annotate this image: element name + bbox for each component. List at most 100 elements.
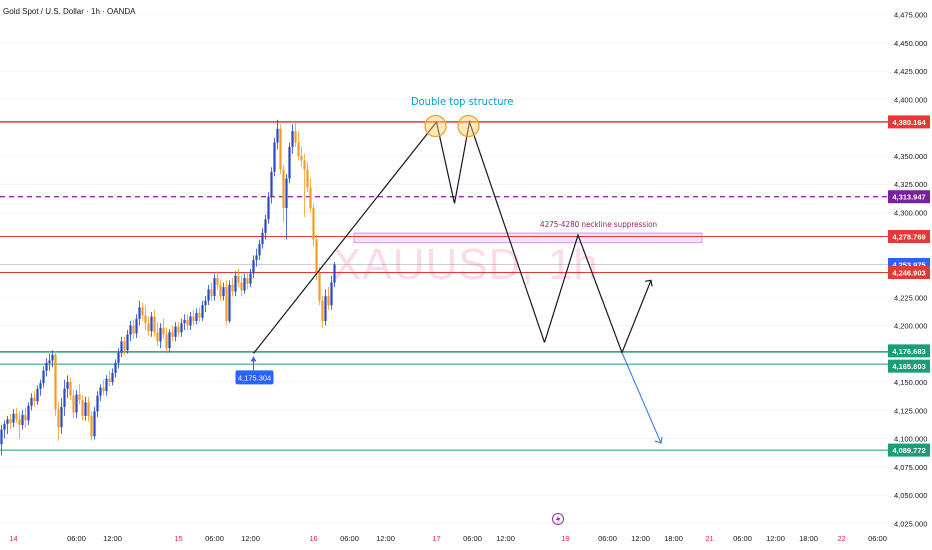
candle[interactable] <box>189 311 192 331</box>
candle[interactable] <box>258 239 261 260</box>
candle[interactable] <box>90 411 93 441</box>
candle[interactable] <box>27 402 30 425</box>
candle[interactable] <box>18 411 21 439</box>
candle[interactable] <box>54 351 57 416</box>
candle[interactable] <box>246 272 249 290</box>
candle[interactable] <box>69 377 72 401</box>
candle[interactable] <box>234 271 237 297</box>
candle[interactable] <box>273 137 276 177</box>
candle[interactable] <box>15 408 18 423</box>
candle[interactable] <box>168 328 171 353</box>
candle[interactable] <box>252 255 255 279</box>
candle[interactable] <box>105 375 108 396</box>
candle[interactable] <box>129 320 132 342</box>
candle[interactable] <box>42 366 45 388</box>
candle[interactable] <box>72 389 75 419</box>
candle[interactable] <box>171 325 174 342</box>
candle[interactable] <box>66 375 69 398</box>
candle[interactable] <box>204 296 207 312</box>
candle[interactable] <box>225 280 228 326</box>
candle[interactable] <box>186 314 189 331</box>
candle[interactable] <box>135 314 138 338</box>
candle[interactable] <box>132 319 135 340</box>
candle[interactable] <box>180 318 183 337</box>
candle[interactable] <box>324 289 327 326</box>
candle[interactable] <box>3 420 6 439</box>
candle[interactable] <box>87 396 90 422</box>
candle[interactable] <box>126 330 129 354</box>
candle[interactable] <box>9 413 12 429</box>
candle[interactable] <box>213 273 216 301</box>
candle[interactable] <box>288 142 291 184</box>
candle[interactable] <box>117 348 120 369</box>
candle[interactable] <box>99 384 102 402</box>
candle[interactable] <box>255 248 258 267</box>
candle[interactable] <box>327 287 330 310</box>
candle[interactable] <box>138 300 141 326</box>
candle[interactable] <box>141 302 144 321</box>
candle[interactable] <box>21 410 24 430</box>
candle[interactable] <box>0 424 3 456</box>
candle[interactable] <box>240 275 243 297</box>
candle[interactable] <box>216 271 219 290</box>
candle[interactable] <box>39 379 42 396</box>
candle[interactable] <box>261 228 264 249</box>
candle[interactable] <box>165 327 168 354</box>
candle[interactable] <box>153 309 156 337</box>
event-marker-icon[interactable] <box>552 513 564 525</box>
candle[interactable] <box>237 269 240 288</box>
candle[interactable] <box>297 131 300 161</box>
candle[interactable] <box>219 280 222 301</box>
candle[interactable] <box>198 307 201 323</box>
candle[interactable] <box>33 391 36 407</box>
candle[interactable] <box>111 368 114 386</box>
candle[interactable] <box>249 269 252 288</box>
candle[interactable] <box>36 385 39 405</box>
candle[interactable] <box>96 391 99 418</box>
candle[interactable] <box>75 389 78 419</box>
candle[interactable] <box>63 379 66 416</box>
candle[interactable] <box>306 162 309 193</box>
candle[interactable] <box>210 282 213 301</box>
candle[interactable] <box>192 309 195 326</box>
candle[interactable] <box>309 178 312 213</box>
candle[interactable] <box>222 282 225 301</box>
candle[interactable] <box>84 396 87 421</box>
candle[interactable] <box>78 384 81 405</box>
candle[interactable] <box>303 153 306 218</box>
candle[interactable] <box>291 124 294 154</box>
candle[interactable] <box>123 336 126 355</box>
candle[interactable] <box>147 316 150 336</box>
candle[interactable] <box>264 214 267 240</box>
candle[interactable] <box>150 311 153 337</box>
candle[interactable] <box>201 300 204 321</box>
candle[interactable] <box>270 167 273 204</box>
candle[interactable] <box>321 296 324 328</box>
candle[interactable] <box>312 203 315 247</box>
candle[interactable] <box>156 322 159 346</box>
candle[interactable] <box>102 379 105 396</box>
candle[interactable] <box>60 397 63 435</box>
candle[interactable] <box>57 402 60 441</box>
candle[interactable] <box>45 358 48 377</box>
candle[interactable] <box>318 266 321 306</box>
candle[interactable] <box>6 415 9 435</box>
candle[interactable] <box>48 353 51 371</box>
candle[interactable] <box>282 165 285 222</box>
candle[interactable] <box>114 359 117 378</box>
candle[interactable] <box>24 408 27 428</box>
candle[interactable] <box>93 406 96 440</box>
candle[interactable] <box>183 314 186 331</box>
candle[interactable] <box>300 146 303 168</box>
candle[interactable] <box>231 278 234 297</box>
candle[interactable] <box>120 336 123 358</box>
candle[interactable] <box>333 262 336 288</box>
candle[interactable] <box>276 119 279 150</box>
candle[interactable] <box>315 235 318 281</box>
candle[interactable] <box>12 409 15 428</box>
candle[interactable] <box>159 323 162 349</box>
candle[interactable] <box>51 350 54 368</box>
candle[interactable] <box>207 284 210 306</box>
candle[interactable] <box>243 273 246 294</box>
